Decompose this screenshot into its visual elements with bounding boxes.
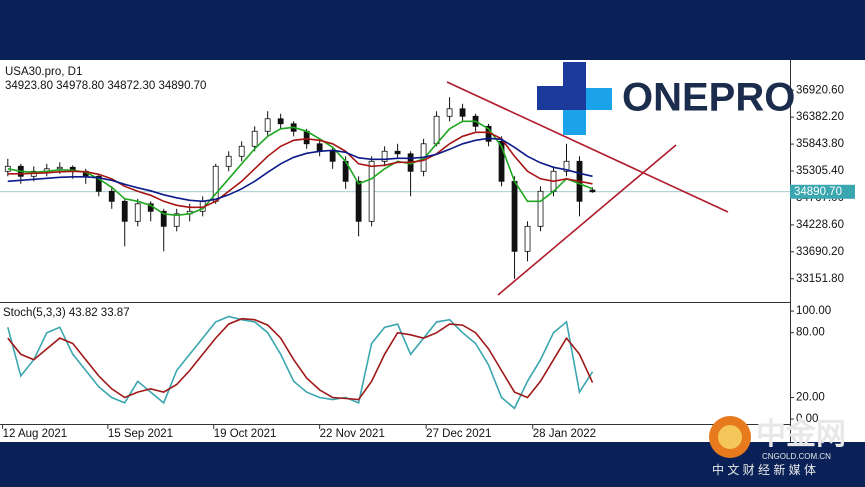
- candle-body: [264, 118, 271, 132]
- candle-body: [459, 108, 466, 117]
- watermark-icon: [718, 425, 742, 449]
- x-tick-label: 19 Oct 2021: [214, 428, 277, 440]
- onepro-logo: ONEPRO: [537, 62, 795, 135]
- indicator-line: [7, 137, 593, 203]
- x-tick-label: 12 Aug 2021: [3, 428, 68, 440]
- y-tick-label: 100.00: [796, 305, 831, 317]
- candle-body: [498, 140, 505, 182]
- symbol: USA30.pro, D1: [5, 66, 82, 78]
- plot: 36920.6036382.2035843.8035305.4034767.00…: [0, 84, 855, 440]
- candle-body: [316, 143, 323, 152]
- logo-shape: [586, 88, 612, 110]
- y-tick-label: 36382.20: [796, 111, 844, 123]
- indicator-line: [7, 131, 593, 209]
- candle-body: [433, 115, 440, 145]
- candle-body: [524, 225, 531, 252]
- candle-body: [95, 175, 102, 192]
- candle-body: [121, 200, 128, 222]
- y-tick-label: 33690.20: [796, 246, 844, 258]
- trendline-upper: [446, 81, 729, 213]
- y-tick-label: 0.00: [796, 413, 818, 425]
- x-tick-label: 15 Sep 2021: [108, 428, 173, 440]
- candle-body: [589, 189, 596, 193]
- logo-shape: [563, 110, 586, 135]
- stoch-title: Stoch(5,3,3) 43.82 33.87: [3, 307, 130, 319]
- watermark: 中金网 CNGOLD.COM.CN 中 文 财 经 新 媒 体: [709, 416, 846, 477]
- candle-body: [160, 210, 167, 227]
- watermark-sub: 中 文 财 经 新 媒 体: [712, 462, 816, 477]
- x-tick-label: 22 Nov 2021: [320, 428, 385, 440]
- y-tick-label: 35305.40: [796, 165, 844, 177]
- x-tick-label: 27 Dec 2021: [426, 428, 491, 440]
- candle-body: [108, 190, 115, 202]
- candle-body: [381, 150, 388, 162]
- candle-body: [56, 166, 63, 170]
- indicator-line: [7, 120, 593, 217]
- watermark-text: 中金网: [756, 417, 846, 451]
- y-tick-label: 20.00: [796, 392, 825, 404]
- ohlc-readout: 34923.80 34978.80 34872.30 34890.70: [5, 80, 206, 92]
- indicator-line: [7, 317, 594, 401]
- y-tick-label: 34228.60: [796, 219, 844, 231]
- logo-text: ONEPRO: [622, 76, 795, 120]
- x-tick-label: 28 Jan 2022: [533, 428, 596, 440]
- chart-area: [0, 60, 865, 442]
- candle-body: [537, 190, 544, 227]
- y-tick-label: 36920.60: [796, 84, 844, 96]
- candle-body: [225, 155, 232, 167]
- candle-body: [394, 150, 401, 155]
- logo-shape: [563, 62, 586, 110]
- logo-shape: [537, 86, 563, 110]
- y-tick-label: 35843.80: [796, 138, 844, 150]
- candle-body: [368, 160, 375, 222]
- y-tick-label: 33151.80: [796, 273, 844, 285]
- y-tick-label: 80.00: [796, 327, 825, 339]
- candle-body: [134, 203, 141, 222]
- candle-body: [563, 160, 570, 172]
- last-price-box: [790, 184, 855, 199]
- last-price-label: 34890.70: [794, 186, 842, 198]
- watermark-url: CNGOLD.COM.CN: [762, 452, 831, 461]
- candle-body: [511, 180, 518, 252]
- candle-body: [277, 118, 284, 125]
- candle-body: [173, 213, 180, 227]
- candle-body: [251, 130, 258, 147]
- candle-body: [329, 150, 336, 162]
- indicator-line: [7, 315, 594, 410]
- trendline-lower: [497, 144, 677, 296]
- candle-body: [446, 108, 453, 117]
- candle-body: [238, 145, 245, 157]
- candle-body: [355, 180, 362, 222]
